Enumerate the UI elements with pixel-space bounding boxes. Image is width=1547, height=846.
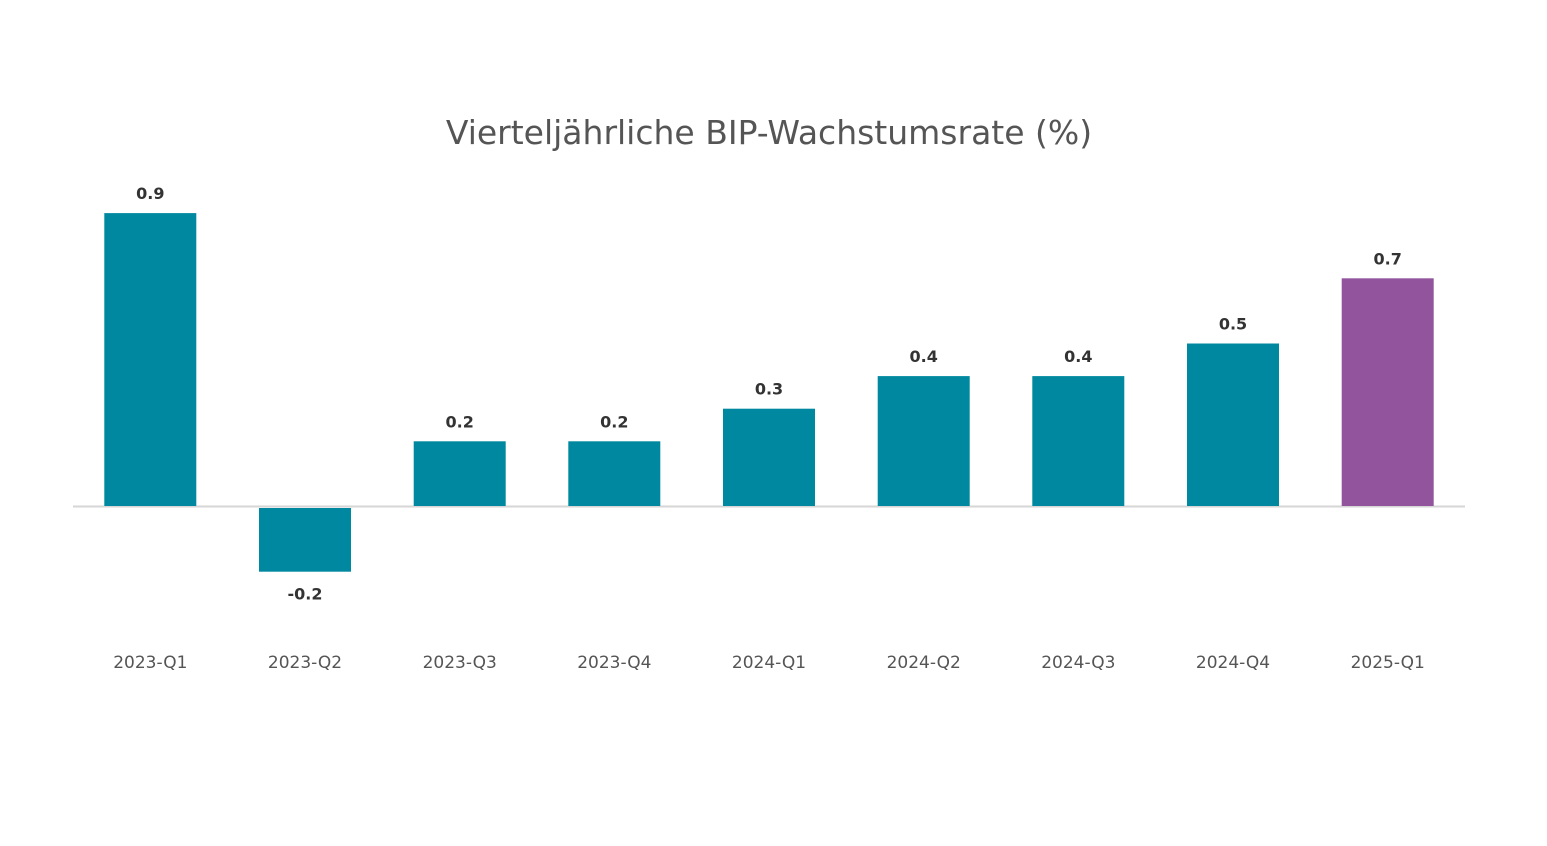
x-tick-label: 2024-Q3 [1041, 653, 1115, 673]
x-tick-label: 2023-Q2 [268, 653, 342, 673]
data-label: 0.5 [1219, 315, 1247, 334]
data-label: 0.2 [446, 412, 474, 431]
data-label: 0.7 [1374, 249, 1402, 268]
bar-2024-q3 [1032, 376, 1125, 506]
data-labels-layer: 0.9 -0.2 0.2 0.2 0.3 0.4 0.4 0.5 0.7 [136, 184, 1402, 604]
data-label: -0.2 [288, 585, 323, 604]
bar-2025-q1 [1341, 278, 1434, 506]
bar-2023-q1 [104, 213, 197, 506]
data-label: 0.9 [136, 184, 164, 203]
bar-2023-q4 [568, 441, 661, 506]
bars-layer [104, 213, 1434, 572]
x-tick-label: 2025-Q1 [1351, 653, 1425, 673]
x-axis-ticks-layer: 2023-Q1 2023-Q2 2023-Q3 2023-Q4 2024-Q1 2024-… [113, 653, 1425, 673]
x-tick-label: 2024-Q1 [732, 653, 806, 673]
data-label: 0.3 [755, 380, 783, 399]
data-label: 0.2 [600, 412, 628, 431]
bar-2024-q4 [1187, 343, 1279, 506]
x-tick-label: 2024-Q4 [1196, 653, 1270, 673]
x-tick-label: 2023-Q3 [423, 653, 497, 673]
bar-2023-q3 [413, 441, 506, 506]
x-tick-label: 2023-Q4 [577, 653, 651, 673]
x-tick-label: 2023-Q1 [113, 653, 187, 673]
data-label: 0.4 [910, 347, 938, 366]
data-label: 0.4 [1064, 347, 1092, 366]
bar-2024-q1 [723, 408, 815, 506]
bar-2024-q2 [877, 376, 970, 506]
chart-title: Vierteljährliche BIP-Wachstumsrate (%) [446, 113, 1092, 152]
bar-2023-q2 [259, 508, 351, 572]
x-tick-label: 2024-Q2 [887, 653, 961, 673]
